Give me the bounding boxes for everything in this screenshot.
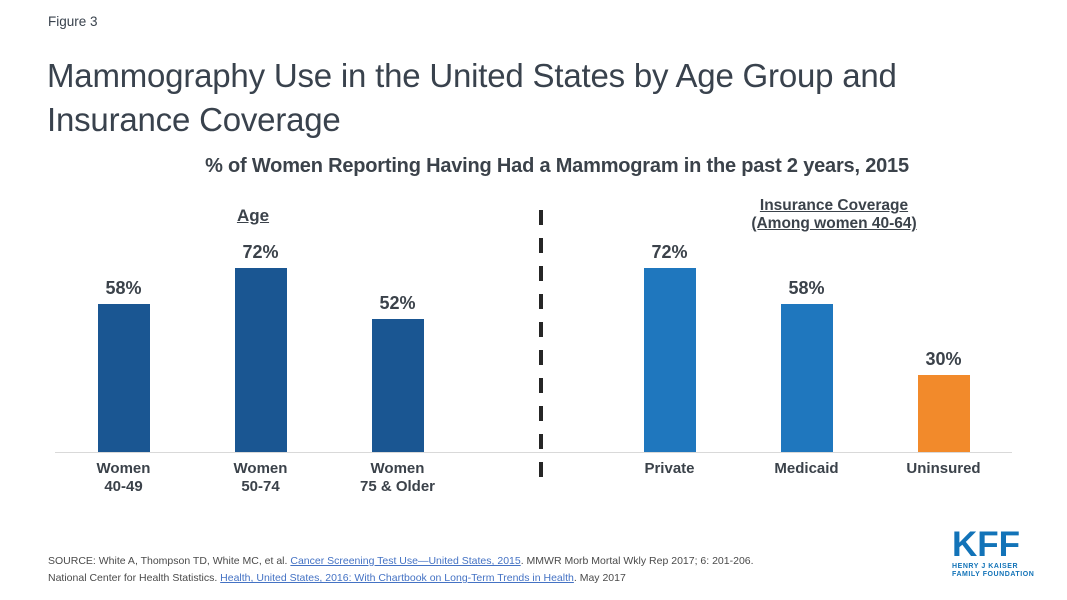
age-group-header-text: Age xyxy=(236,206,270,225)
source-link-health-united-states[interactable]: Health, United States, 2016: With Chartb… xyxy=(220,572,574,584)
source-link-cancer-screening[interactable]: Cancer Screening Test Use—United States,… xyxy=(290,555,521,567)
bar-cell-women: 52% Women 75 & Older xyxy=(329,230,466,495)
source-text-1: SOURCE: White A, Thompson TD, White MC, … xyxy=(48,555,291,567)
bar-cell-uninsured: 30% Uninsured xyxy=(875,230,1012,477)
page-title: Mammography Use in the United States by … xyxy=(47,57,897,138)
bar-cell-women: 58% Women 40-49 xyxy=(55,230,192,495)
source-text-2: . MMWR Morb Mortal Wkly Rep 2017; 6: 201… xyxy=(520,555,754,567)
age-bars-group: 58% Women 40-49 72% Women 50-74 52% Women 75 … xyxy=(55,230,466,495)
bar-uninsured xyxy=(917,375,970,452)
kff-tagline-line1: HENRY J KAISER xyxy=(952,563,1019,570)
insurance-bars-group: 72% Private 58% Medicaid 30% Uninsured xyxy=(601,230,1012,477)
bar-value-label-medicaid: 58% xyxy=(788,277,825,298)
kff-logo-acronym: KFF xyxy=(952,525,1021,564)
kff-tagline-line2: FAMILY FOUNDATION xyxy=(952,571,1035,578)
source-text-3: National Center for Health Statistics. xyxy=(48,572,221,584)
kff-logo-tagline: HENRY J KAISER FAMILY FOUNDATION xyxy=(952,563,1062,579)
bar-category-label-women: Women 75 & Older xyxy=(359,460,436,495)
bar-medicaid xyxy=(780,303,833,452)
bar-cell-medicaid: 58% Medicaid xyxy=(738,230,875,477)
source-line-2: National Center for Health Statistics. H… xyxy=(48,570,848,587)
source-text-4: . May 2017 xyxy=(573,572,626,584)
insurance-group-header-line1: Insurance Coverage xyxy=(759,197,909,214)
bar-category-label-private: Private xyxy=(644,460,695,477)
insurance-group-header-line2: (Among women 40-64) xyxy=(751,215,917,232)
bar-value-label-uninsured: 30% xyxy=(925,349,962,370)
figure-number-label: Figure 3 xyxy=(48,14,98,29)
bar-category-label-uninsured: Uninsured xyxy=(906,460,981,477)
bar-women xyxy=(97,303,150,452)
bar-category-label-women: Women 50-74 xyxy=(233,460,288,495)
source-line-1: SOURCE: White A, Thompson TD, White MC, … xyxy=(48,553,848,570)
bar-category-label-medicaid: Medicaid xyxy=(774,460,839,477)
insurance-group-header: Insurance Coverage (Among women 40-64) xyxy=(751,197,916,233)
chart-subtitle: % of Women Reporting Having Had a Mammog… xyxy=(205,155,909,177)
bar-women xyxy=(234,268,287,452)
bar-cell-women: 72% Women 50-74 xyxy=(192,230,329,495)
kff-logo: KFF HENRY J KAISER FAMILY FOUNDATION xyxy=(952,525,1062,579)
bar-value-label-women: 52% xyxy=(379,293,416,314)
bar-women xyxy=(371,319,424,452)
bar-value-label-women: 72% xyxy=(242,242,279,262)
bar-value-label-private: 72% xyxy=(651,242,688,262)
bar-value-label-women: 58% xyxy=(105,277,142,298)
bar-cell-private: 72% Private xyxy=(601,230,738,477)
bar-category-label-women: Women 40-49 xyxy=(96,460,151,495)
bar-private xyxy=(643,268,696,452)
chart-baseline xyxy=(55,452,1012,453)
source-note: SOURCE: White A, Thompson TD, White MC, … xyxy=(48,553,848,587)
age-group-header: Age xyxy=(237,206,269,226)
dashed-divider-line xyxy=(539,210,543,482)
